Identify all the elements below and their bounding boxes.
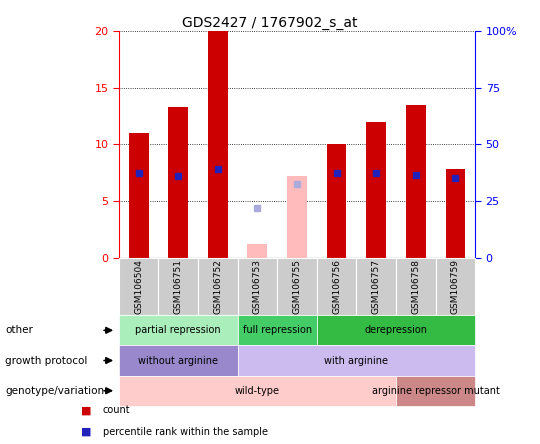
Bar (366, 122, 386, 258)
Text: GSM106757: GSM106757 (372, 259, 381, 314)
Text: GSM106751: GSM106751 (174, 259, 183, 314)
Text: GSM106504: GSM106504 (134, 259, 143, 314)
Text: ■: ■ (81, 427, 92, 436)
Text: full repression: full repression (242, 325, 312, 335)
Text: GDS2427 / 1767902_s_at: GDS2427 / 1767902_s_at (183, 16, 357, 30)
Text: arginine repressor mutant: arginine repressor mutant (372, 386, 500, 396)
Bar (406, 105, 426, 258)
Text: partial repression: partial repression (136, 325, 221, 335)
Text: percentile rank within the sample: percentile rank within the sample (103, 427, 268, 436)
Text: count: count (103, 405, 130, 415)
Bar (129, 133, 148, 258)
Bar (287, 176, 307, 258)
Text: derepression: derepression (364, 325, 428, 335)
Text: ■: ■ (81, 405, 92, 415)
Bar (168, 107, 188, 258)
Text: GSM106752: GSM106752 (213, 259, 222, 314)
Text: genotype/variation: genotype/variation (5, 386, 105, 396)
Text: wild-type: wild-type (235, 386, 280, 396)
Text: without arginine: without arginine (138, 356, 218, 365)
Text: GSM106759: GSM106759 (451, 259, 460, 314)
Text: GSM106755: GSM106755 (293, 259, 301, 314)
Text: GSM106753: GSM106753 (253, 259, 262, 314)
Bar (208, 31, 228, 258)
Text: GSM106756: GSM106756 (332, 259, 341, 314)
Bar (327, 144, 347, 258)
Bar (247, 244, 267, 258)
Text: growth protocol: growth protocol (5, 356, 88, 365)
Bar (446, 169, 465, 258)
Text: with arginine: with arginine (325, 356, 388, 365)
Text: other: other (5, 325, 33, 335)
Text: GSM106758: GSM106758 (411, 259, 420, 314)
